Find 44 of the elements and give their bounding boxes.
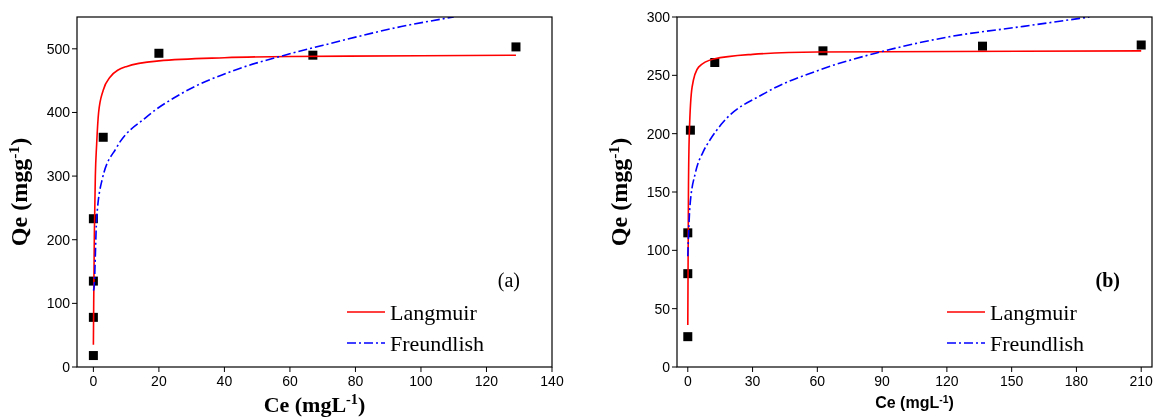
y-tick-label: 200 — [46, 231, 71, 248]
x-tick-label: 30 — [744, 373, 761, 389]
x-tick-label: 140 — [540, 373, 564, 389]
x-tick-label: 40 — [216, 373, 233, 389]
x-tick-label: 180 — [1064, 373, 1089, 389]
x-axis-title: Ce (mgL$^{-1}$) — [263, 391, 366, 417]
y-tick-label: 400 — [46, 104, 71, 121]
point — [978, 41, 988, 51]
point — [98, 132, 108, 142]
y-tick-label: 100 — [46, 295, 71, 312]
y-tick-label: 100 — [646, 242, 671, 259]
y-tick-label: 50 — [654, 300, 671, 317]
x-tick-label: 80 — [347, 373, 364, 389]
x-tick-label: 0 — [683, 373, 692, 389]
annotation: (b) — [1095, 269, 1120, 292]
y-tick-label: 150 — [646, 184, 671, 200]
x-tick-label: 210 — [1129, 373, 1154, 389]
legend-label: Langmuir — [990, 300, 1078, 325]
x-tick-label: 20 — [151, 373, 167, 389]
x-tick-label: 0 — [89, 373, 98, 389]
point — [683, 332, 693, 342]
point — [88, 351, 98, 361]
legend-label: Freundlish — [990, 331, 1085, 356]
point — [1136, 40, 1146, 50]
x-tick-label: 120 — [474, 373, 499, 389]
y-tick-label: 300 — [646, 9, 671, 25]
x-tick-label: 60 — [282, 373, 298, 389]
y-tick-label: 0 — [662, 359, 671, 375]
x-tick-label: 120 — [935, 373, 959, 389]
legend-label: Langmuir — [390, 300, 478, 325]
y-tick-label: 250 — [646, 67, 671, 84]
legend-label: Freundlish — [390, 331, 485, 356]
x-tick-label: 150 — [999, 373, 1024, 389]
x-tick-label: 60 — [809, 373, 826, 389]
y-tick-label: 300 — [46, 168, 71, 185]
x-axis-title: Ce (mgL$^{-1}$) — [875, 393, 954, 411]
y-tick-label: 500 — [46, 40, 71, 57]
x-tick-label: 90 — [874, 373, 891, 389]
x-tick-label: 100 — [409, 373, 433, 389]
y-tick-label: 0 — [62, 359, 71, 375]
point — [511, 42, 521, 52]
point — [154, 48, 164, 58]
annotation: (a) — [497, 269, 520, 292]
y-tick-label: 200 — [646, 125, 671, 142]
